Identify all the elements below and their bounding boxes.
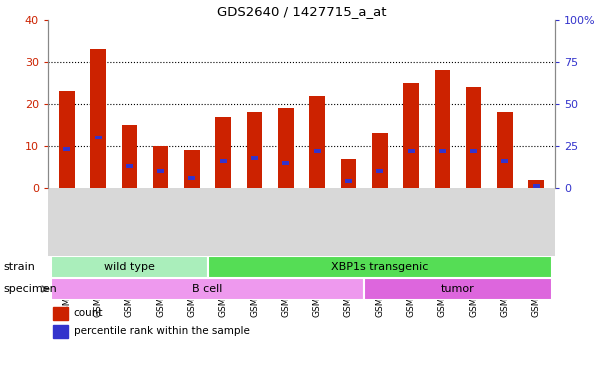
Bar xyxy=(282,161,289,165)
Bar xyxy=(470,149,477,153)
Bar xyxy=(251,156,258,160)
Text: tumor: tumor xyxy=(441,284,475,294)
Bar xyxy=(403,83,419,188)
Text: XBP1s transgenic: XBP1s transgenic xyxy=(331,262,429,272)
Bar xyxy=(345,179,352,183)
Bar xyxy=(364,278,552,300)
Bar xyxy=(53,306,68,320)
Text: B cell: B cell xyxy=(192,284,223,294)
Bar xyxy=(153,146,168,188)
Bar xyxy=(189,176,195,180)
Bar xyxy=(51,256,207,278)
Text: GDS2640 / 1427715_a_at: GDS2640 / 1427715_a_at xyxy=(217,5,386,18)
Bar xyxy=(121,125,137,188)
Text: wild type: wild type xyxy=(104,262,155,272)
Bar xyxy=(501,159,508,163)
Bar xyxy=(59,91,75,188)
Bar xyxy=(528,180,544,188)
Bar xyxy=(90,50,106,188)
Bar xyxy=(53,324,68,338)
Text: strain: strain xyxy=(3,262,35,272)
Bar xyxy=(126,164,133,168)
Bar xyxy=(341,159,356,188)
Bar xyxy=(497,113,513,188)
Bar xyxy=(207,256,552,278)
Bar xyxy=(407,149,415,153)
Bar xyxy=(466,87,481,188)
Bar xyxy=(63,147,70,151)
Bar xyxy=(435,70,450,188)
Bar xyxy=(532,184,540,188)
Text: specimen: specimen xyxy=(3,284,56,294)
Bar xyxy=(184,150,200,188)
Bar xyxy=(314,149,321,153)
Text: count: count xyxy=(74,308,103,318)
Bar xyxy=(220,159,227,163)
Bar xyxy=(310,96,325,188)
Bar xyxy=(247,113,263,188)
Bar xyxy=(278,108,294,188)
Bar xyxy=(376,169,383,173)
Bar xyxy=(439,149,446,153)
Bar xyxy=(215,117,231,188)
Text: percentile rank within the sample: percentile rank within the sample xyxy=(74,326,249,336)
Bar xyxy=(157,169,164,173)
Bar xyxy=(94,136,102,139)
Bar xyxy=(372,133,388,188)
Bar xyxy=(51,278,364,300)
